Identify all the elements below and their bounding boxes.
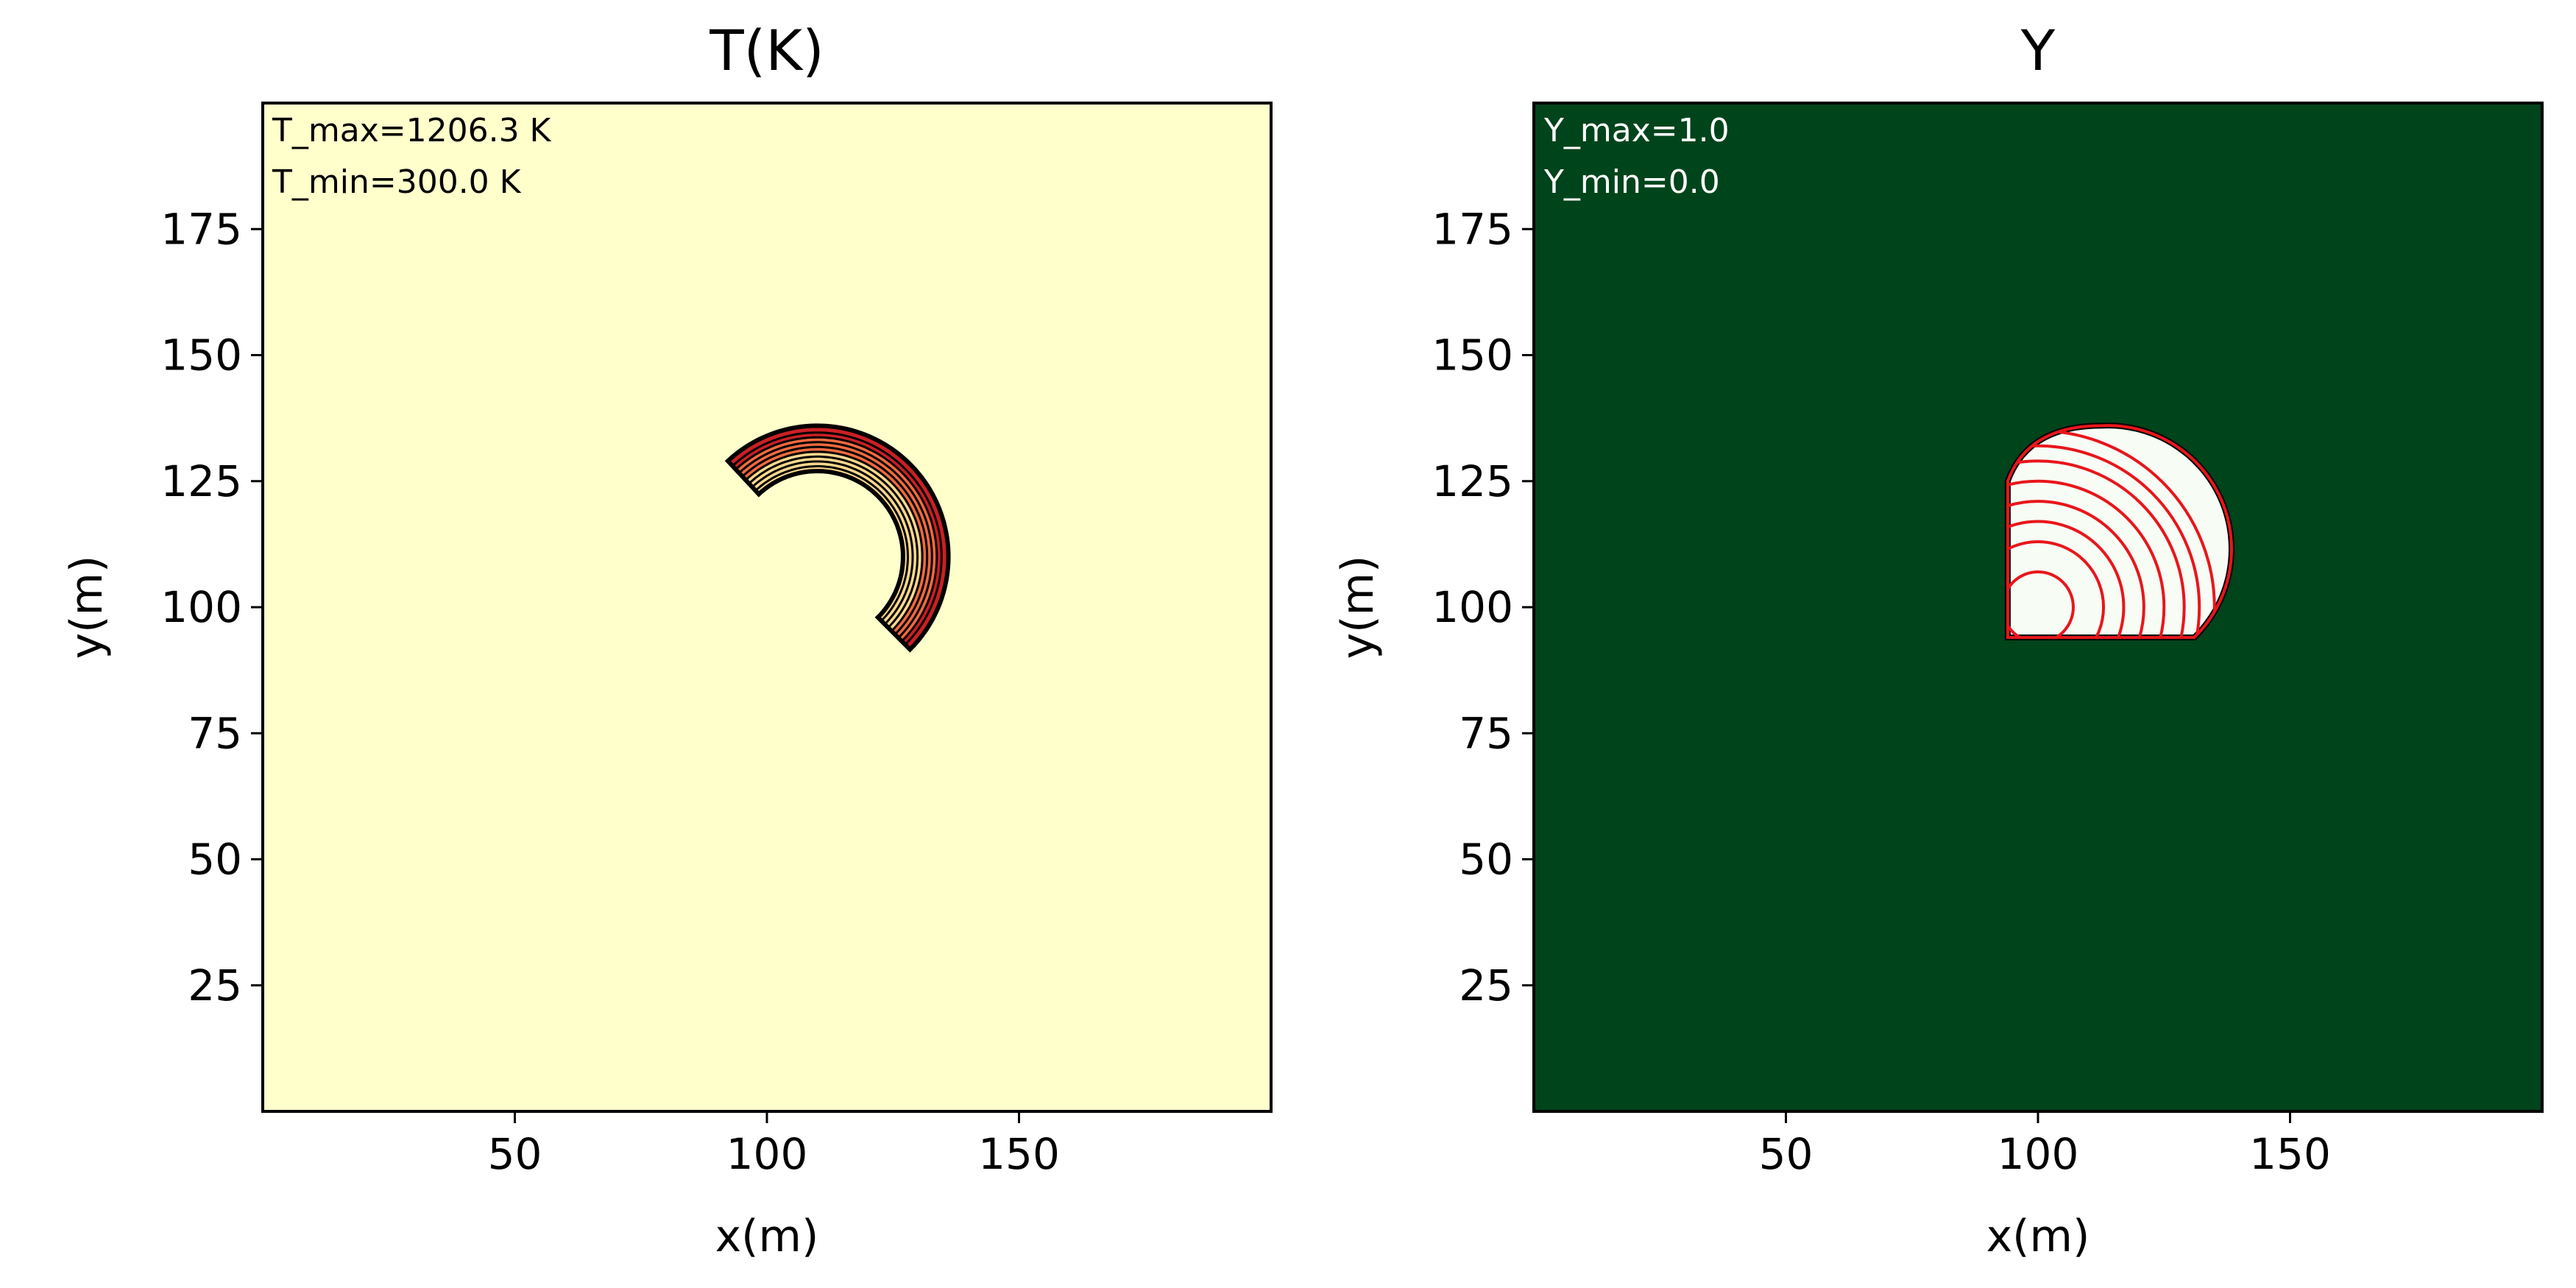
plot-frame [261, 102, 1273, 1113]
annotation-min: T_min=300.0 K [272, 163, 522, 201]
temperature-field [724, 423, 951, 653]
fuel-contour [2007, 459, 2186, 638]
y-tick-label: 125 [160, 456, 242, 506]
x-axis: 50 100 150 [1759, 1111, 2331, 1179]
fuel-contour [2007, 500, 2145, 638]
x-tick-label: 50 [488, 1129, 542, 1179]
y-tick-label: 100 [1432, 582, 1513, 632]
y-tick-label: 75 [1459, 708, 1513, 758]
y-tick-label: 50 [1459, 835, 1513, 885]
fuel-contour [2007, 444, 2201, 638]
x-tick-label: 50 [1759, 1129, 1814, 1179]
annotation-max: Y_max=1.0 [1543, 112, 1730, 149]
x-tick-label: 150 [2249, 1129, 2331, 1179]
x-axis-label: x(m) [1986, 1211, 2090, 1262]
y-axis-label: y(m) [61, 556, 113, 659]
y-tick-label: 125 [1432, 456, 1513, 506]
y-axis: 25 50 75 100 125 150 175 [1432, 204, 1534, 1011]
plot-frame [1532, 102, 2544, 1113]
y-tick-label: 25 [1459, 960, 1513, 1011]
y-tick-label: 50 [188, 835, 242, 885]
x-axis-label: x(m) [715, 1211, 819, 1262]
fuel-contour [2007, 479, 2166, 638]
temperature-panel: T(K) 50 100 150 25 50 75 100 125 150 175 T_max=1… [61, 18, 1273, 1262]
x-axis: 50 100 150 [488, 1111, 1060, 1179]
y-tick-label: 150 [1432, 330, 1513, 381]
fuel-contour [2007, 539, 2106, 638]
y-tick-label: 25 [188, 960, 242, 1011]
panel-title: T(K) [709, 18, 824, 83]
burned-region-outline [2006, 424, 2233, 640]
y-tick-label: 75 [188, 708, 242, 758]
x-tick-label: 100 [1998, 1129, 2079, 1179]
fuel-contour [2007, 520, 2126, 638]
y-tick-label: 175 [160, 204, 242, 254]
x-tick-label: 150 [978, 1129, 1060, 1179]
flame-front-outline [724, 423, 951, 653]
panel-title: Y [2020, 18, 2056, 83]
y-tick-label: 175 [1432, 204, 1513, 254]
fuel-contour [2007, 570, 2075, 638]
y-tick-label: 150 [160, 330, 242, 381]
annotation-min: Y_min=0.0 [1543, 163, 1720, 201]
y-axis-label: y(m) [1332, 556, 1384, 659]
annotation-max: T_max=1206.3 K [272, 112, 552, 149]
plot-background [263, 103, 1271, 1111]
y-axis: 25 50 75 100 125 150 175 [160, 204, 263, 1011]
y-tick-label: 100 [160, 582, 242, 632]
x-tick-label: 100 [726, 1129, 808, 1179]
